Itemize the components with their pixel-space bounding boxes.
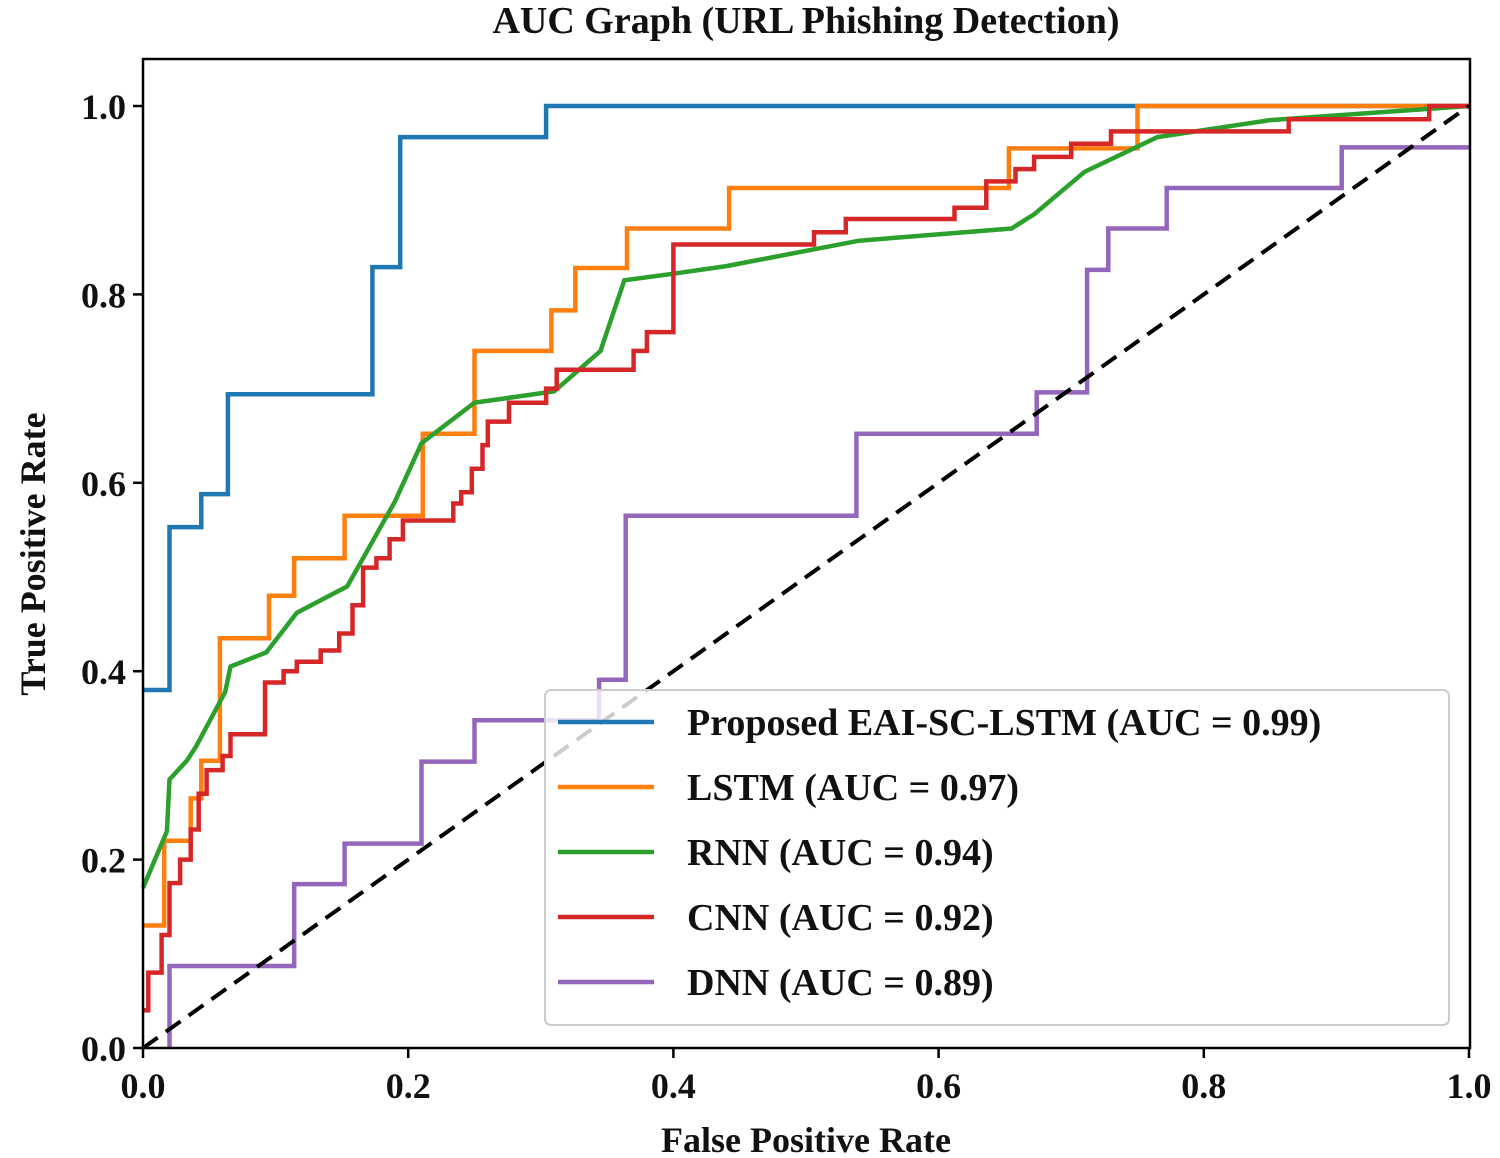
series-line-0 bbox=[143, 103, 1469, 693]
x-axis-label: False Positive Rate bbox=[661, 1120, 951, 1158]
legend-label-4: DNN (AUC = 0.89) bbox=[687, 962, 994, 1004]
legend: Proposed EAI-SC-LSTM (AUC = 0.99) LSTM (A… bbox=[544, 689, 1450, 1026]
x-tick-label: 0.0 bbox=[121, 1066, 166, 1106]
chance-diagonal-line bbox=[141, 104, 1471, 1050]
x-tick-label: 0.6 bbox=[916, 1066, 961, 1106]
y-tick-label: 0.6 bbox=[81, 464, 126, 504]
legend-label-3: CNN (AUC = 0.92) bbox=[687, 897, 994, 939]
legend-box bbox=[544, 689, 1450, 1026]
y-tick-label: 0.8 bbox=[81, 275, 126, 315]
series-line-4 bbox=[167, 145, 1469, 1048]
y-tick-label: 1.0 bbox=[81, 87, 126, 127]
axes-frame bbox=[141, 57, 1472, 1050]
x-tick-label: 0.2 bbox=[386, 1066, 431, 1106]
legend-label-2: RNN (AUC = 0.94) bbox=[687, 832, 994, 874]
legend-label-0: Proposed EAI-SC-LSTM (AUC = 0.99) bbox=[687, 702, 1321, 744]
x-tick-label: 1.0 bbox=[1447, 1066, 1492, 1106]
plot-area: 0.0 0.2 0.4 0.6 0.8 1.0 0.0 0.2 0.4 0.6 0.8 1.0 bbox=[81, 57, 1492, 1106]
chart-title: AUC Graph (URL Phishing Detection) bbox=[492, 0, 1119, 42]
legend-label-1: LSTM (AUC = 0.97) bbox=[687, 767, 1019, 809]
x-tick-label: 0.4 bbox=[651, 1066, 696, 1106]
series-line-2 bbox=[140, 103, 1470, 889]
series-line-3 bbox=[143, 103, 1469, 1013]
x-tick-label: 0.8 bbox=[1181, 1066, 1226, 1106]
y-tick-label: 0.0 bbox=[81, 1029, 126, 1069]
y-tick-label: 0.2 bbox=[81, 841, 126, 881]
y-axis-label: True Positive Rate bbox=[13, 412, 53, 695]
y-tick-label: 0.4 bbox=[81, 652, 126, 692]
